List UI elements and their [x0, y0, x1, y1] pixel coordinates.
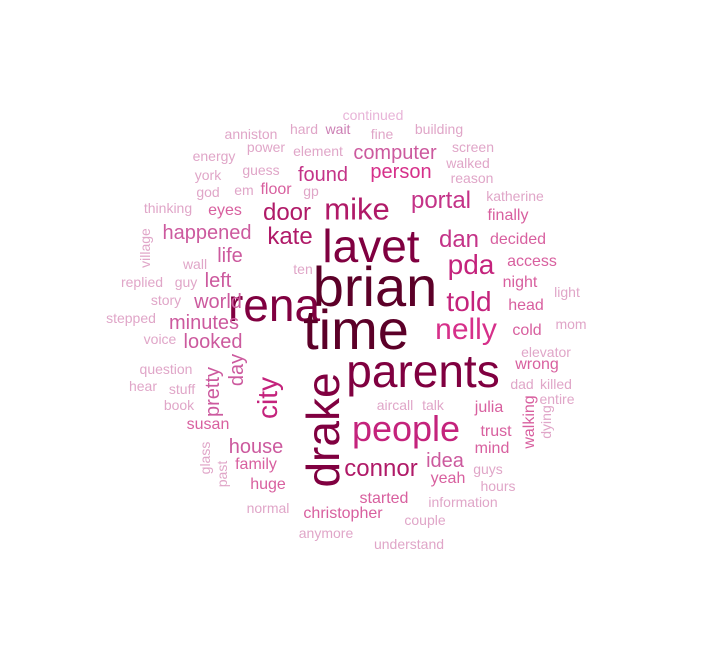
word: huge [250, 476, 286, 493]
word: kate [267, 223, 313, 250]
word: thinking [143, 200, 193, 216]
word: normal [246, 500, 290, 516]
word: katherine [486, 188, 544, 204]
word: computer [353, 142, 437, 164]
word: fine [370, 126, 394, 142]
word: reason [450, 170, 494, 186]
word: ten [293, 261, 313, 277]
word: village [137, 228, 153, 268]
word: day [226, 353, 248, 387]
word: hard [289, 121, 319, 137]
word: dad [510, 376, 534, 392]
word: floor [260, 181, 292, 198]
word: wall [182, 256, 208, 272]
word: guys [473, 461, 503, 477]
word: couple [404, 512, 446, 528]
word: decided [489, 231, 547, 248]
word: minutes [168, 312, 240, 334]
word: stuff [168, 381, 196, 397]
word: walking [521, 395, 538, 449]
word: city [252, 377, 283, 419]
word: replied [120, 274, 164, 290]
word: lavet [322, 220, 420, 272]
word: told [446, 286, 492, 317]
word: gp [303, 183, 319, 199]
word: yeah [430, 470, 466, 487]
word: access [507, 253, 557, 270]
word: screen [451, 139, 495, 155]
word: susan [186, 416, 230, 433]
word: house [228, 436, 284, 458]
word: cold [512, 322, 542, 339]
word: guy [174, 274, 198, 290]
word: finally [487, 207, 529, 224]
word: information [428, 494, 498, 510]
word: portal [410, 187, 472, 214]
word: started [359, 490, 409, 507]
word: light [554, 284, 580, 300]
word: aircall [376, 397, 414, 413]
word: left [204, 270, 232, 292]
word: energy [192, 148, 236, 164]
word: anniston [224, 126, 278, 142]
word: stepped [106, 310, 156, 326]
word: hours [480, 478, 516, 494]
word: dying [538, 405, 554, 439]
word: drake [297, 372, 349, 488]
word: life [217, 245, 243, 267]
word: night [502, 274, 538, 291]
word: past [214, 460, 230, 488]
word: mom [555, 316, 587, 332]
word: anymore [298, 525, 354, 541]
word: trust [480, 423, 512, 440]
word: understand [373, 536, 445, 552]
word: rena [227, 279, 321, 331]
word: voice [143, 331, 177, 347]
word: hear [128, 378, 158, 394]
word: door [262, 199, 312, 226]
word: god [196, 184, 220, 200]
word: julia [474, 399, 504, 416]
word: brian [312, 255, 438, 318]
word: idea [426, 450, 464, 472]
word: nelly [435, 313, 497, 346]
word: killed [540, 376, 572, 392]
word: person [370, 161, 432, 183]
word: glass [197, 441, 213, 475]
word: story [150, 292, 182, 308]
word: christopher [303, 505, 383, 522]
word: building [414, 121, 464, 137]
word: mike [324, 191, 390, 227]
word: walked [446, 155, 490, 171]
word: wrong [515, 356, 559, 373]
word: happened [162, 222, 252, 244]
word: em [234, 182, 254, 198]
word: york [194, 167, 222, 183]
word: continued [342, 107, 404, 123]
word: element [293, 143, 343, 159]
word: talk [422, 397, 444, 413]
word: wait [325, 121, 351, 137]
word: pda [447, 249, 495, 280]
word: found [297, 164, 349, 186]
word: looked [183, 331, 243, 353]
word: family [235, 456, 277, 473]
word: people [351, 408, 461, 449]
word: elevator [521, 344, 571, 360]
word: time [303, 298, 409, 361]
word: eyes [208, 202, 242, 219]
word: entire [539, 391, 575, 407]
word: question [139, 361, 193, 377]
word: head [508, 297, 544, 314]
word: dan [438, 226, 480, 253]
word: guess [242, 162, 280, 178]
word: world [194, 291, 242, 313]
word: book [163, 397, 195, 413]
word: parents [346, 345, 500, 397]
word: mind [474, 440, 510, 457]
word: power [246, 139, 286, 155]
word: connor [344, 455, 418, 482]
word: pretty [202, 366, 224, 418]
